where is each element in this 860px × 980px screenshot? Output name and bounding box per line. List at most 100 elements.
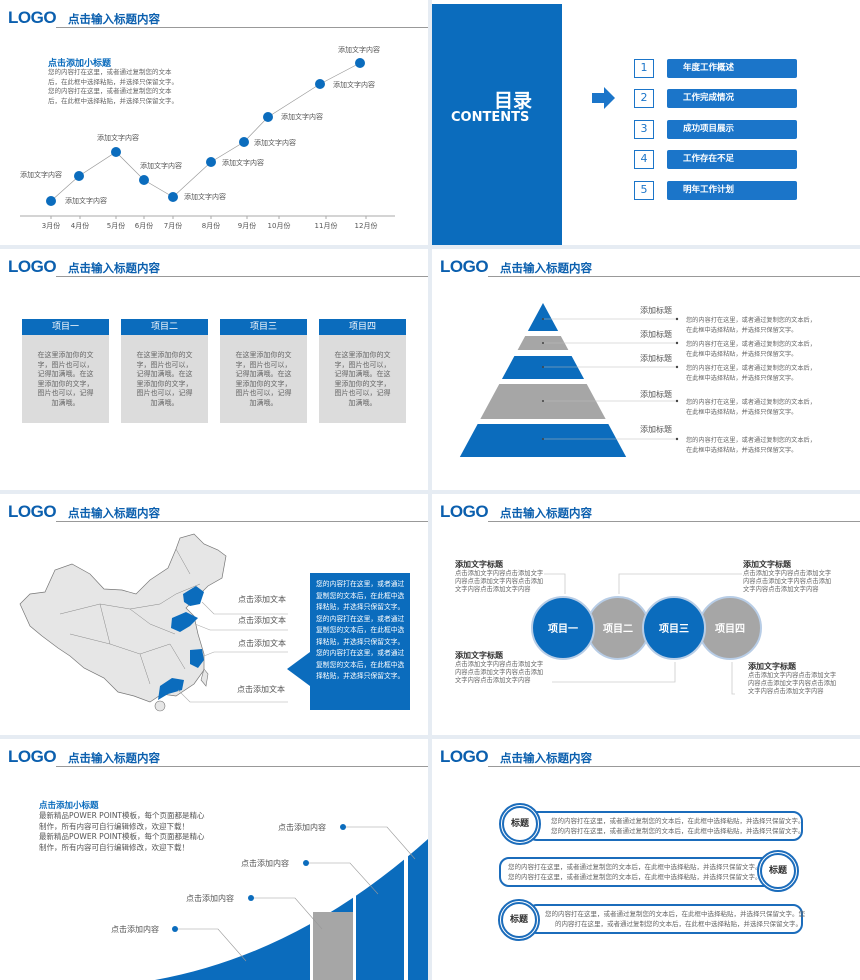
level-text: 您的内容打在这里，或者通过复制您的文本后， [686,341,816,348]
slide-title: 点击输入标题内容 [500,261,592,275]
block-line: 文字内容点击添加文字内容 [743,586,819,593]
month-label: 3月份 [41,222,61,230]
block-title: 添加文字标题 [455,560,503,569]
bullet-dot [675,341,679,345]
logo: LOGO [440,502,489,521]
slide-circles[interactable]: LOGO 点击输入标题内容 项目二 项目四 项目一 项目三 添加文字标题 点击添加文字内… [432,494,860,735]
header-divider [56,276,428,277]
body-line: 制作，所有内容可自行编辑修改，欢迎下载！ [39,843,189,853]
block-line: 点击添加文字内容点击添加文字 [455,661,544,668]
timeline-dot [74,171,84,181]
slide-timeline[interactable]: LOGO 点击输入标题内容 点击添加小标题 您的内容打在这里，或者通过复制您的文… [0,0,428,245]
toc-label: 成功项目展示 [667,120,797,139]
text-block: 添加文字标题 点击添加文字内容点击添加文字 内容点击添加文字内容点击添加 文字内容点击… [748,661,836,696]
slide-cards[interactable]: LOGO 点击输入标题内容 项目一 在这里添加你的文字，图片也可以，记得加满哦。在… [0,249,428,490]
pill-line: 的内容打在这里，或者通过复制您的文本后，在此框中选择粘贴，并选择只保留文字。 [555,920,802,928]
slide-title: 点击输入标题内容 [68,751,160,765]
point-label: 添加文字内容 [20,171,62,179]
slide-contents[interactable]: 目录 CONTENTS 1 年度工作概述 2 工作完成情况 3 成功项目展示 4 工作存在不足… [432,0,860,245]
toc-label: 工作存在不足 [667,150,797,169]
slide-map[interactable]: LOGO 点击输入标题内容 点击添加文本 点击添加文本 点击添加文本 点击添加文… [0,494,428,735]
level-title: 添加标题 [640,330,672,339]
body-text: 您的内容打在这里，或者通过复制您的文本 后，在此框中选择粘贴，并选择只保留文字。… [48,68,178,106]
project-card: 项目三 在这里添加你的文字，图片也可以，记得加满哦。在这里添加你的文字，图片也可以… [220,319,307,423]
pyramid-graphic [459,303,679,457]
project-circle: 项目一 [531,596,595,660]
map-label: 点击添加文本 [237,685,285,694]
month-label: 9月份 [237,222,257,230]
timeline-dot [168,192,178,202]
text-pill: 您的内容打在这里，或者通过复制您的文本后，在此框中选择粘贴，并选择只保留文字。您… [527,811,805,841]
slide-title: 点击输入标题内容 [500,506,592,520]
bullet-dot [675,399,679,403]
subtitle: 点击添加小标题 [39,801,99,811]
slide-pills[interactable]: LOGO 点击输入标题内容 您的内容打在这里，或者通过复制您的文本后，在此框中选… [432,739,860,980]
point-label: 添加文字内容 [97,134,139,142]
month-label: 5月份 [106,222,126,230]
level-text: 在此框中选择粘贴，并选择只保留文字。 [686,447,798,454]
title-badge: 标题 [498,899,540,941]
level-title: 添加标题 [640,306,672,315]
card-title: 项目四 [319,319,406,335]
body-line: 后，在此框中选择粘贴，并选择只保留文字。 [48,77,178,86]
toc-number: 1 [634,59,654,78]
level-title: 添加标题 [640,425,672,434]
point-label: 添加文字内容 [338,46,380,54]
info-paragraph: 您的内容打在这里，或者通过复制您的文本后，在此框中选择粘贴，并选择只保留文字。您… [316,580,405,646]
info-paragraph: 您的内容打在这里，或者通过复制您的文本后，在此框中选择粘贴，并选择只保留文字。 [316,649,405,680]
subtitle: 点击添加小标题 [48,59,112,69]
body-line: 最新精品POWER POINT模板，每个页面都是精心 [39,811,205,820]
toc-number: 5 [634,181,654,200]
slide-title: 点击输入标题内容 [68,261,160,275]
level-text: 在此框中选择粘贴，并选择只保留文字。 [686,327,798,334]
logo: LOGO [8,502,57,521]
block-title: 添加文字标题 [743,560,791,569]
timeline-dot [315,79,325,89]
level-dot [542,366,544,368]
level-dot [542,438,544,440]
body-text: 最新精品POWER POINT模板，每个页面都是精心 制作，所有内容可自行编辑修… [39,811,205,854]
right-arrow-icon [592,87,615,109]
card-title: 项目一 [22,319,109,335]
project-circle: 项目四 [698,596,762,660]
month-label: 12月份 [354,222,378,230]
slide-growth[interactable]: LOGO 点击输入标题内容 点击添加小标题 最新精品POWER POINT模板，… [0,739,428,980]
body-line: 制作，所有内容可自行编辑修改，欢迎下载！ [39,821,189,831]
project-circle: 项目三 [642,596,706,660]
point-label: 添加文字内容 [254,139,296,147]
header-divider [488,766,860,767]
logo: LOGO [8,747,57,766]
slide-title: 点击输入标题内容 [68,12,160,26]
pill-line: 您的内容打在这里，或者通过复制您的文本后，在此框中选择粘贴，并选择只保留文字。 [508,863,762,871]
card-body: 在这里添加你的文字，图片也可以，记得加满哦。在这里添加你的文字，图片也可以，记得… [334,351,391,407]
timeline-dot [239,137,249,147]
block-line: 点击添加文字内容点击添加文字 [743,570,832,577]
toc-number: 2 [634,89,654,108]
step-label: 点击添加内容 [278,823,326,832]
header-divider [56,27,428,28]
level-text: 在此框中选择粘贴，并选择只保留文字。 [686,375,798,382]
level-text: 您的内容打在这里，或者通过复制您的文本后， [686,317,816,324]
map-label: 点击添加文本 [238,639,286,648]
toc-label: 明年工作计划 [667,181,797,200]
body-line: 您的内容打在这里，或者通过复制您的文本 [48,87,172,95]
step-label: 点击添加内容 [241,859,289,868]
point-label: 添加文字内容 [281,113,323,121]
pill-line: 您的内容打在这里，或者通过复制您的文本后，在此框中选择粘贴，并选择只保留文字。您 [545,910,805,918]
project-card: 项目二 在这里添加你的文字，图片也可以，记得加满哦。在这里添加你的文字，图片也可以… [121,319,208,423]
level-title: 添加标题 [640,354,672,363]
block-line: 内容点击添加文字内容点击添加 [455,669,544,676]
timeline-dot [355,58,365,68]
point-label: 添加文字内容 [140,162,182,170]
info-box-text: 您的内容打在这里，或者通过复制您的文本后，在此框中选择粘贴，并选择只保留文字。您… [316,579,406,683]
project-card: 项目四在这里添加你的文字，图片也可以，记得加满哦。在这里添加你的文字，图片也可以… [319,319,406,423]
slide-pyramid[interactable]: LOGO 点击输入标题内容 添加标题 您的内容打在这里，或者通过复制您的文本后，在… [432,249,860,490]
card-body: 在这里添加你的文字，图片也可以，记得加满哦。在这里添加你的文字，图片也可以，记得… [136,351,193,407]
bullet-dot [675,317,679,321]
logo: LOGO [440,257,489,276]
month-label: 6月份 [134,222,154,230]
step-label: 点击添加内容 [186,894,234,903]
header-divider [488,276,860,277]
header-divider [56,521,428,522]
card-body: 在这里添加你的文字，图片也可以，记得加满哦。在这里添加你的文字，图片也可以，记得… [235,351,292,407]
